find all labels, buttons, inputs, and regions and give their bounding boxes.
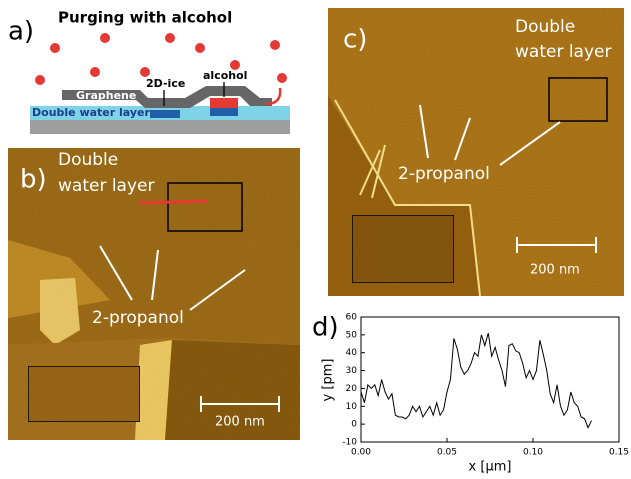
- y-tick-label: 50: [346, 330, 358, 340]
- annotation: 2-propanol: [92, 308, 184, 328]
- y-axis-label: y [pm]: [321, 359, 336, 402]
- panel-b: b) Double water layer 2-propanol 200 nm: [8, 148, 300, 440]
- data-line: [361, 333, 591, 428]
- x-tick-label: 0.00: [351, 448, 371, 458]
- panel-title: Purging with alcohol: [58, 9, 232, 27]
- layer-label: Double water layer: [32, 106, 150, 119]
- y-tick-label: 20: [346, 384, 358, 394]
- panel-d: d) x [µm] y [pm] -10 0 10 20 30 40 50 60 0.00 0.0…: [312, 313, 629, 475]
- x-tick-label: 0.05: [437, 448, 457, 458]
- y-tick-label: 30: [346, 366, 358, 376]
- panel-label: a): [8, 17, 34, 47]
- annotation: 2-propanol: [398, 164, 490, 184]
- panel-c: c) Double water layer 2-propanol 200 nm: [328, 8, 624, 296]
- plot-frame: [361, 317, 619, 442]
- page: {"panel_a": {"label": "a)", "title": "Pu…: [0, 0, 631, 479]
- layer-label: Graphene: [76, 89, 136, 102]
- annotation: water layer: [58, 176, 155, 196]
- panel-label: c): [343, 25, 367, 55]
- scale-label: 200 nm: [530, 263, 580, 278]
- layer-label: 2D-ice: [146, 77, 185, 90]
- x-tick-label: 0.15: [609, 448, 629, 458]
- x-tick-label: 0.10: [523, 448, 543, 458]
- panel-a: a) Purging with alcohol Graphene 2D-ice …: [8, 9, 290, 135]
- annotation: water layer: [515, 42, 612, 62]
- y-tick-label: 40: [346, 348, 358, 358]
- panel-label: b): [20, 165, 47, 195]
- annotation: Double: [58, 150, 118, 170]
- y-tick-label: 0: [351, 420, 357, 430]
- y-tick-label: -10: [342, 438, 357, 448]
- scale-label: 200 nm: [215, 415, 265, 430]
- y-tick-label: 60: [346, 313, 358, 323]
- layer-label: alcohol: [203, 69, 247, 82]
- figure: a) Purging with alcohol Graphene 2D-ice …: [0, 0, 631, 479]
- x-axis-label: x [µm]: [469, 460, 512, 475]
- annotation: Double: [515, 17, 575, 37]
- y-tick-label: 10: [346, 402, 358, 412]
- panel-label: d): [312, 313, 339, 343]
